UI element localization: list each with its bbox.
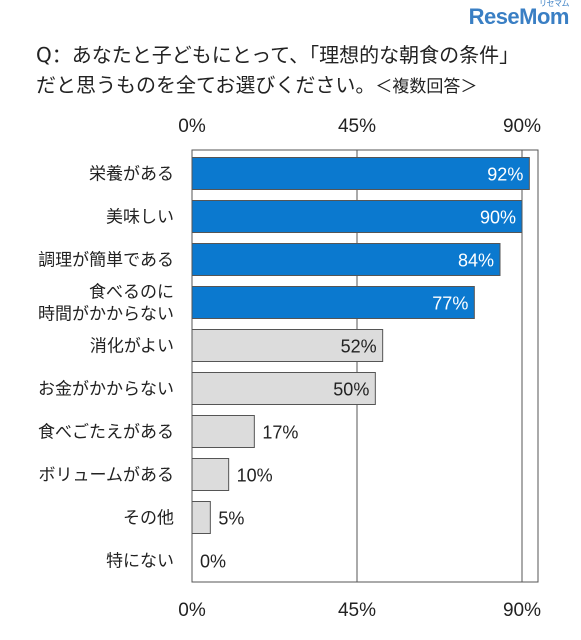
x-tick-label-bottom: 90% bbox=[503, 600, 541, 621]
question-text: Q：あなたと子どもにとって、「理想的な朝食の条件」 だと思うものを全てお選びくだ… bbox=[36, 40, 556, 102]
value-label: 52% bbox=[341, 337, 377, 357]
x-tick-label-bottom: 0% bbox=[178, 600, 206, 621]
value-label: 0% bbox=[200, 552, 226, 572]
bar bbox=[191, 415, 255, 448]
resemom-logo: ReseMom リセマム bbox=[468, 0, 570, 30]
question-line-1: Q：あなたと子どもにとって、「理想的な朝食の条件」 bbox=[36, 43, 520, 67]
value-label: 92% bbox=[487, 165, 523, 185]
category-label: 食べごたえがある bbox=[38, 423, 174, 443]
bar bbox=[191, 458, 230, 491]
question-note: ＜複数回答＞ bbox=[375, 77, 478, 97]
bar bbox=[191, 286, 475, 319]
x-tick-label-top: 90% bbox=[503, 116, 541, 137]
value-label: 77% bbox=[432, 294, 468, 314]
category-label: 食べるのに時間がかからない bbox=[38, 283, 174, 325]
bar bbox=[191, 200, 523, 233]
bar bbox=[191, 372, 376, 405]
value-label: 17% bbox=[262, 423, 298, 443]
value-label: 84% bbox=[458, 251, 494, 271]
x-tick-label-bottom: 45% bbox=[338, 600, 376, 621]
value-label: 5% bbox=[218, 509, 244, 529]
question-line-2: だと思うものを全てお選びください。＜複数回答＞ bbox=[36, 73, 478, 97]
logo-subtext: リセマム bbox=[539, 0, 570, 8]
bar bbox=[191, 243, 501, 276]
value-label: 90% bbox=[480, 208, 516, 228]
bar bbox=[191, 329, 384, 362]
category-label: 特にない bbox=[106, 552, 174, 572]
bar bbox=[191, 157, 530, 190]
category-label: 調理が簡単である bbox=[38, 251, 174, 271]
value-label: 50% bbox=[333, 380, 369, 400]
x-tick-label-top: 45% bbox=[338, 116, 376, 137]
logo-text: ReseMom bbox=[468, 4, 570, 29]
category-label: 栄養がある bbox=[89, 165, 174, 185]
category-label: 消化がよい bbox=[90, 337, 174, 357]
category-label: その他 bbox=[123, 509, 174, 529]
bar bbox=[191, 501, 211, 534]
category-label: お金がかからない bbox=[38, 380, 174, 400]
value-label: 10% bbox=[237, 466, 273, 486]
category-label: 美味しい bbox=[106, 208, 174, 228]
x-tick-label-top: 0% bbox=[178, 116, 206, 137]
category-label: ボリュームがある bbox=[39, 466, 175, 486]
